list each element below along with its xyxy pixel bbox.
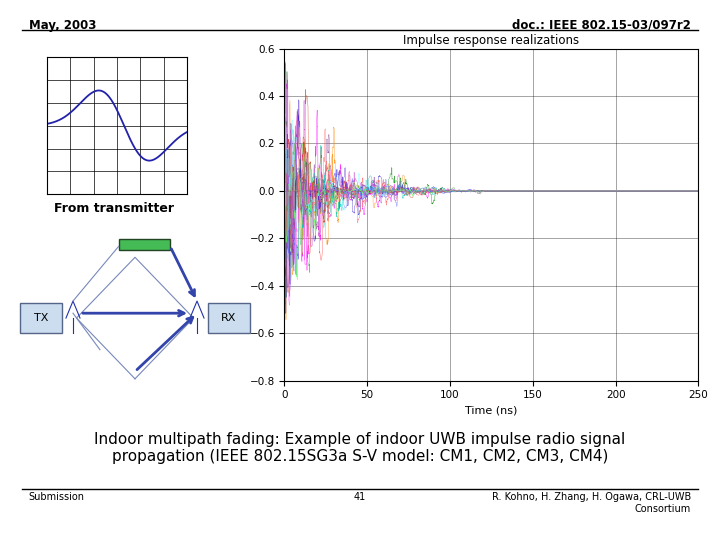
Title: Impulse response realizations: Impulse response realizations bbox=[403, 35, 580, 48]
Text: R. Kohno, H. Zhang, H. Ogawa, CRL-UWB
Consortium: R. Kohno, H. Zhang, H. Ogawa, CRL-UWB Co… bbox=[492, 492, 691, 514]
Text: May, 2003: May, 2003 bbox=[29, 19, 96, 32]
X-axis label: Time (ns): Time (ns) bbox=[465, 406, 518, 416]
FancyBboxPatch shape bbox=[207, 303, 250, 333]
Text: From transmitter: From transmitter bbox=[54, 202, 174, 215]
Text: Indoor multipath fading: Example of indoor UWB impulse radio signal
propagation : Indoor multipath fading: Example of indo… bbox=[94, 432, 626, 464]
Text: 41: 41 bbox=[354, 492, 366, 503]
FancyBboxPatch shape bbox=[20, 303, 63, 333]
Text: doc.: IEEE 802.15-03/097r2: doc.: IEEE 802.15-03/097r2 bbox=[513, 19, 691, 32]
Text: TX: TX bbox=[35, 313, 48, 323]
Text: RX: RX bbox=[221, 313, 236, 323]
Text: Submission: Submission bbox=[29, 492, 85, 503]
FancyBboxPatch shape bbox=[119, 239, 170, 250]
